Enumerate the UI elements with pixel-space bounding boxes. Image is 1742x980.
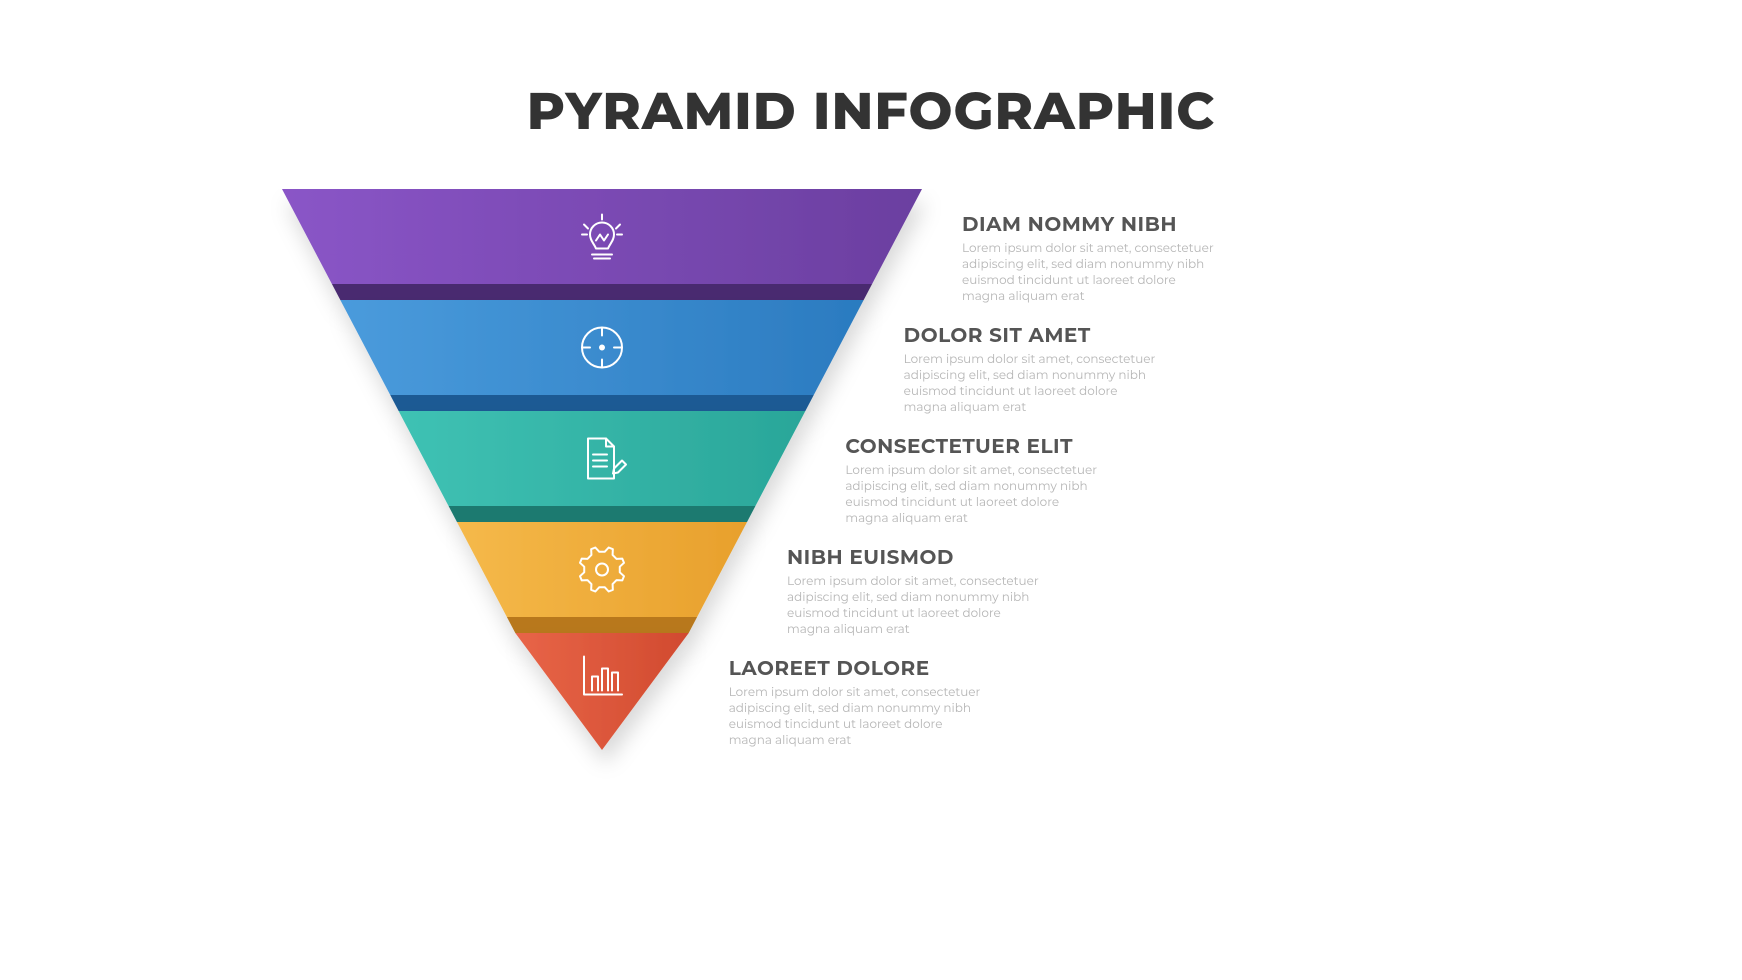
level-body: Lorem ipsum dolor sit amet, consectetuer…: [787, 574, 1047, 639]
level-label-5: LAOREET DOLORE Lorem ipsum dolor sit ame…: [729, 657, 989, 750]
level-title: CONSECTETUER ELIT: [845, 435, 1105, 459]
level-body: Lorem ipsum dolor sit amet, consectetuer…: [962, 241, 1222, 306]
level-body: Lorem ipsum dolor sit amet, consectetuer…: [729, 685, 989, 750]
target-icon: [582, 328, 622, 368]
level-label-3: CONSECTETUER ELIT Lorem ipsum dolor sit …: [845, 435, 1105, 528]
level-1: [282, 189, 922, 300]
level-title: LAOREET DOLORE: [729, 657, 989, 681]
level-label-2: DOLOR SIT AMET Lorem ipsum dolor sit ame…: [904, 324, 1164, 417]
level-5: [515, 633, 688, 750]
level-title: DOLOR SIT AMET: [904, 324, 1164, 348]
infographic-canvas: PYRAMID INFOGRAPHIC DIAM NOMMY NIBH Lore…: [0, 0, 1742, 980]
level-3: [399, 411, 806, 522]
page-title: PYRAMID INFOGRAPHIC: [0, 80, 1742, 143]
level-label-4: NIBH EUISMOD Lorem ipsum dolor sit amet,…: [787, 546, 1047, 639]
level-body: Lorem ipsum dolor sit amet, consectetuer…: [845, 463, 1105, 528]
level-title: NIBH EUISMOD: [787, 546, 1047, 570]
level-body: Lorem ipsum dolor sit amet, consectetuer…: [904, 352, 1164, 417]
level-2: [340, 300, 863, 411]
level-title: DIAM NOMMY NIBH: [962, 213, 1222, 237]
level-4: [457, 522, 747, 633]
level-label-1: DIAM NOMMY NIBH Lorem ipsum dolor sit am…: [962, 213, 1222, 306]
